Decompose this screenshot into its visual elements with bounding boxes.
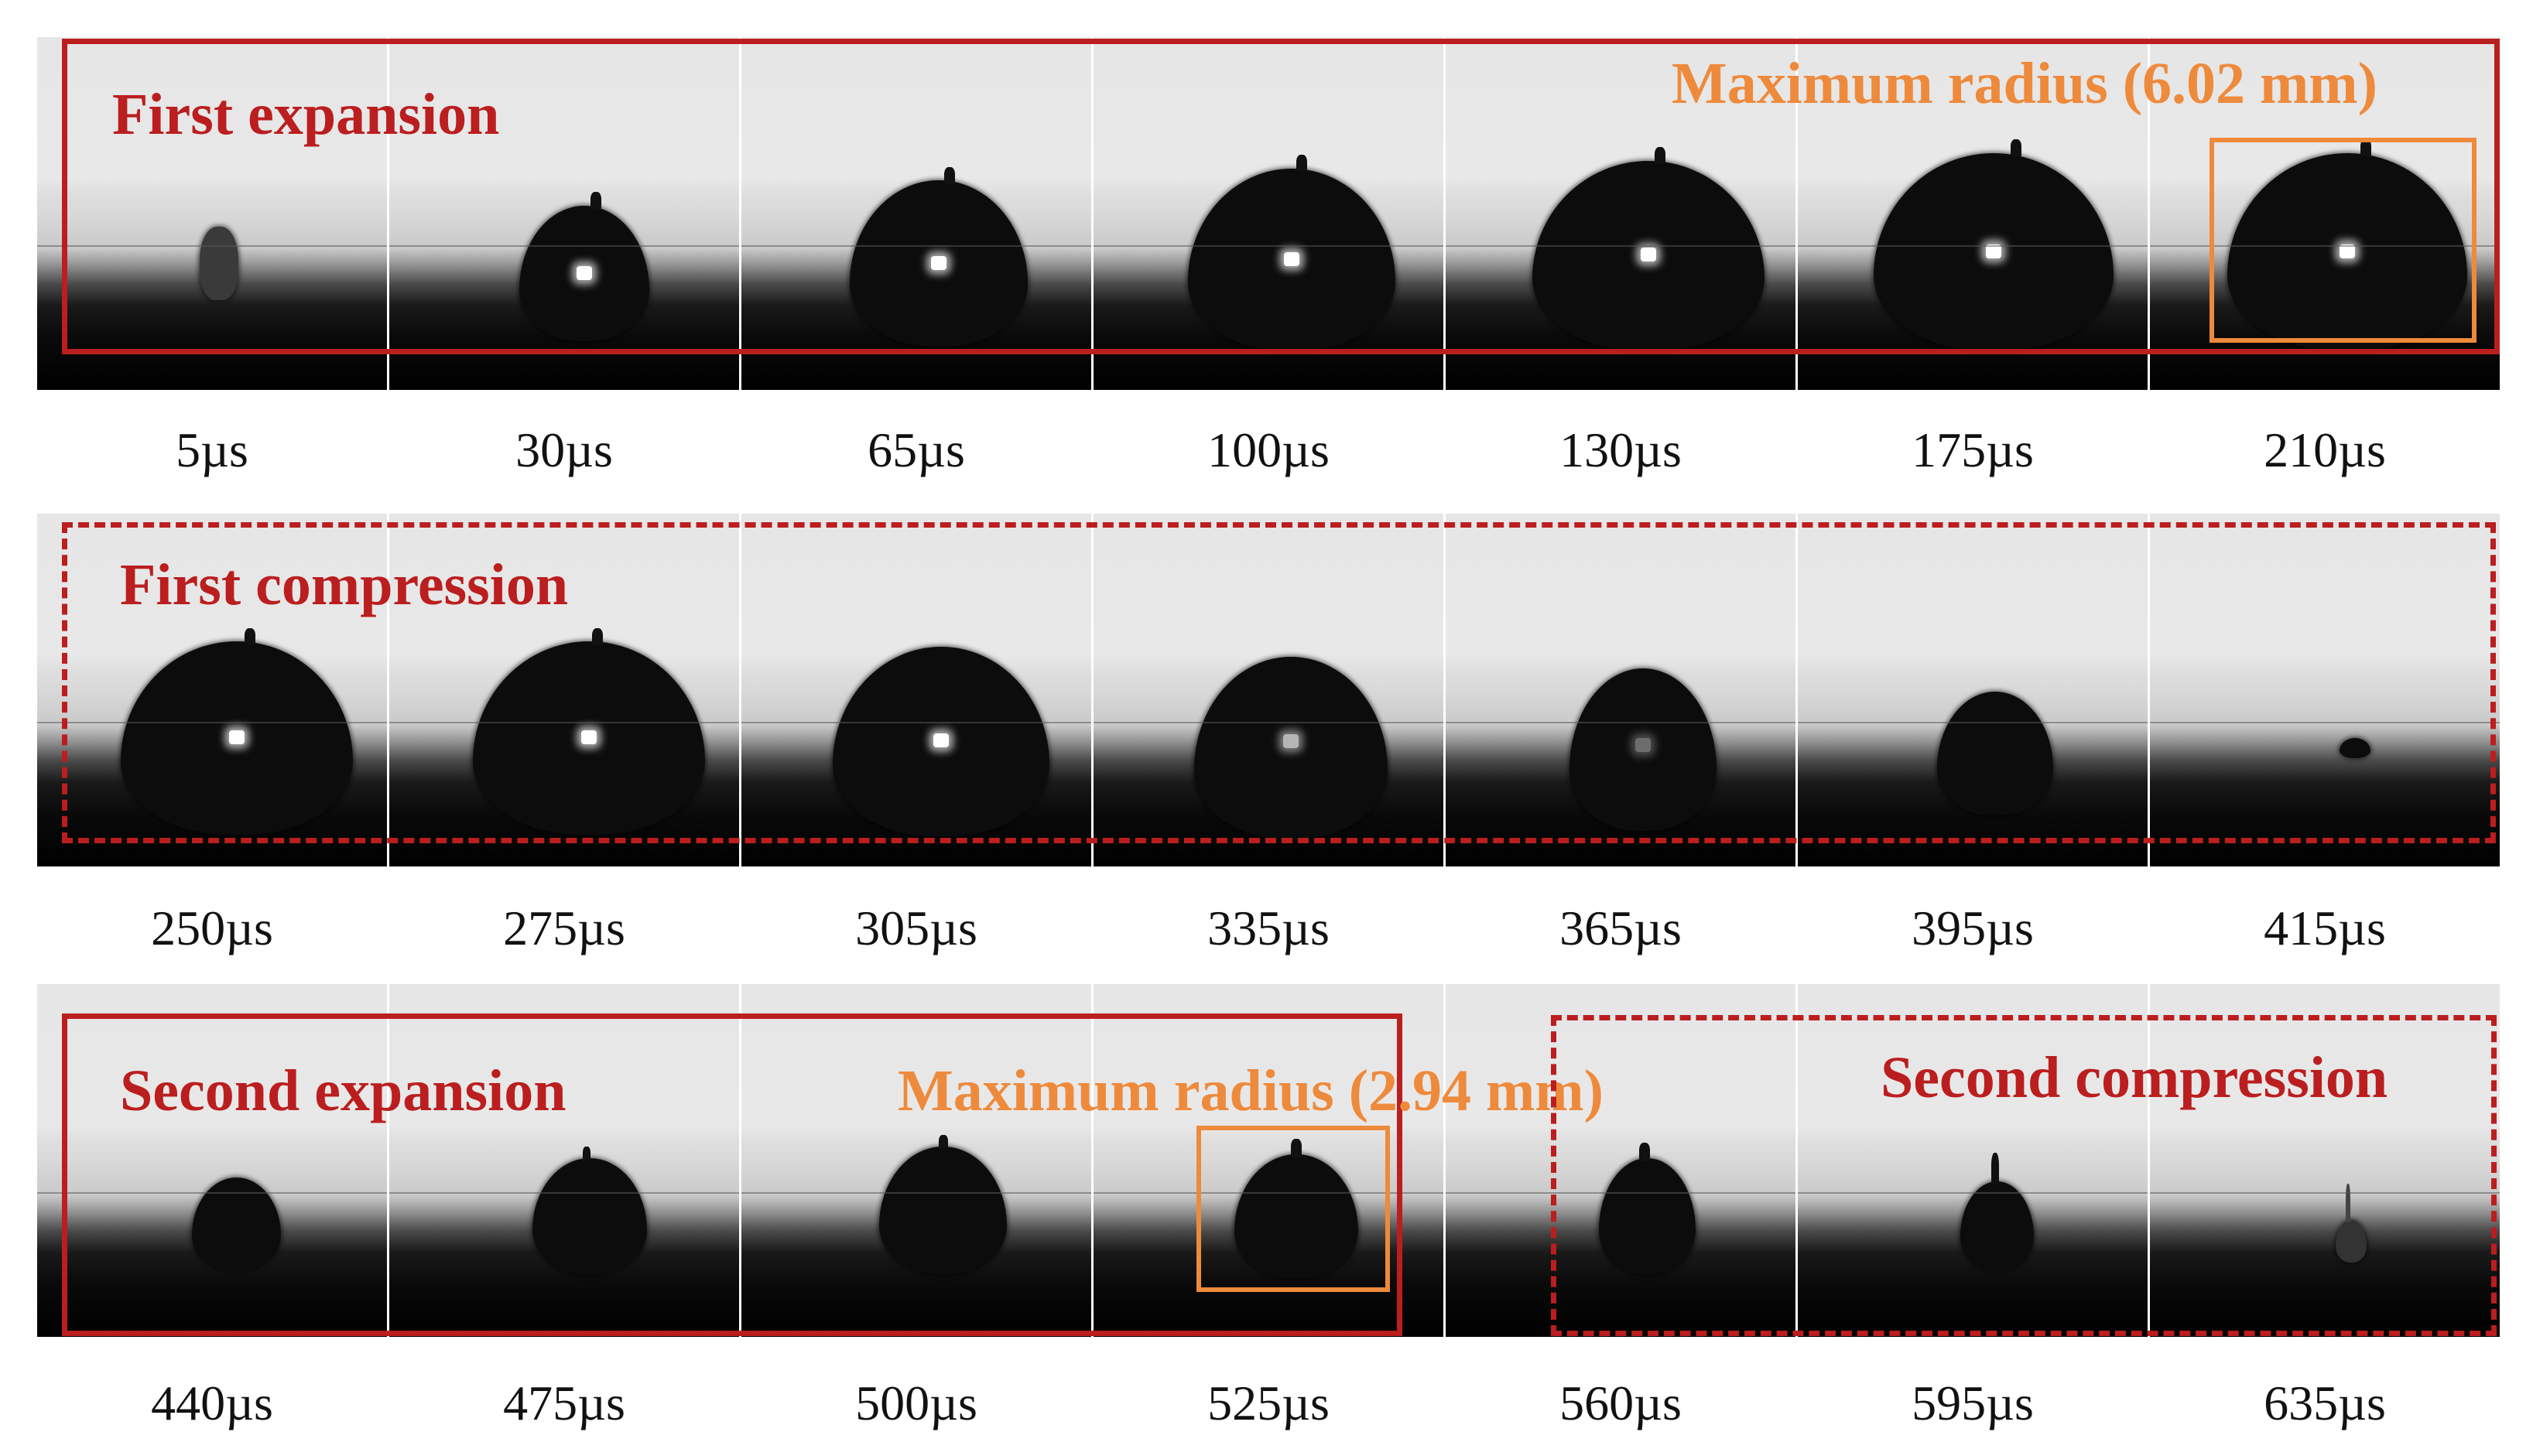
first-expansion-box [62,39,2500,354]
frame-275us [389,514,739,866]
cavity-bubble [850,180,1028,347]
frame-30us [389,37,739,390]
time-label: 335µs [1207,901,1330,955]
time-label: 305µs [855,901,977,955]
cavity-bubble [833,647,1049,836]
frame-560us [1446,984,1795,1337]
cavity-bubble [879,1147,1007,1274]
time-label: 635µs [2264,1376,2386,1430]
time-label: 475µs [503,1376,625,1430]
time-label: 595µs [1912,1376,2034,1430]
cavity-bubble [1599,1158,1696,1274]
time-label: 250µs [151,901,273,955]
cavity-bubble [1937,692,2053,815]
time-label: 560µs [1559,1376,1682,1430]
frame-595us [1798,984,2148,1337]
max-radius-label-1: Maximum radius (6.02 mm) [1672,51,2377,116]
time-label: 65µs [868,422,965,477]
cavity-bubble [1960,1181,2034,1270]
max-radius-label-2: Maximum radius (2.94 mm) [898,1058,1604,1123]
second-expansion-label: Second expansion [120,1058,567,1123]
cavity-bubble [532,1158,647,1274]
frame-335us [1094,514,1443,866]
time-label: 130µs [1559,422,1682,477]
frame-65us [741,37,1091,390]
time-label: 500µs [855,1376,977,1430]
cavity-bubble [2336,1220,2367,1263]
first-compression-label: First compression [120,552,569,617]
frame-100us [1094,37,1443,390]
frame-525us [1094,984,1443,1337]
time-label: 100µs [1207,422,1330,477]
frame-475us [389,984,739,1337]
cavity-bubble [200,227,238,300]
frame-175us [1798,37,2148,390]
time-label: 175µs [1912,422,2034,477]
cavity-bubble [1194,657,1388,839]
frame-250us [37,514,387,866]
frame-5us [37,37,387,390]
cavity-bubble [2340,738,2370,758]
cavity-bubble [519,206,649,341]
first-expansion-label: First expansion [112,82,500,147]
frame-130us [1446,37,1795,390]
second-compression-box [1551,1015,2497,1336]
first-compression-box [62,522,2496,843]
cavity-bubble [473,641,705,835]
frame-210us [2150,37,2500,390]
second-compression-label: Second compression [1881,1045,2388,1110]
cavity-bubble [1874,153,2114,350]
time-label: 275µs [503,901,625,955]
frame-415us [2150,514,2500,866]
time-label: 5µs [176,422,248,477]
frame-395us [1798,514,2148,866]
time-label: 525µs [1207,1376,1330,1430]
time-label: 30µs [515,422,613,477]
cavity-bubble [1188,169,1395,350]
cavity-bubble [2227,153,2467,350]
time-label: 210µs [2264,422,2386,477]
frame-365us [1446,514,1795,866]
cavity-bubble [121,641,353,835]
frame-635us [2150,984,2500,1337]
time-label: 395µs [1912,901,2034,955]
second-expansion-box [62,1013,1402,1336]
cavity-bubble [1569,668,1717,831]
time-label: 440µs [151,1376,273,1430]
frame-305us [741,514,1091,866]
time-label: 365µs [1559,901,1682,955]
time-label: 415µs [2264,901,2386,955]
max-radius-box-1 [2210,138,2477,343]
cavity-bubble [1532,161,1765,350]
max-radius-box-2 [1196,1126,1390,1292]
frame-500us [741,984,1091,1337]
frame-440us [37,984,387,1337]
cavity-bubble [1234,1154,1358,1278]
